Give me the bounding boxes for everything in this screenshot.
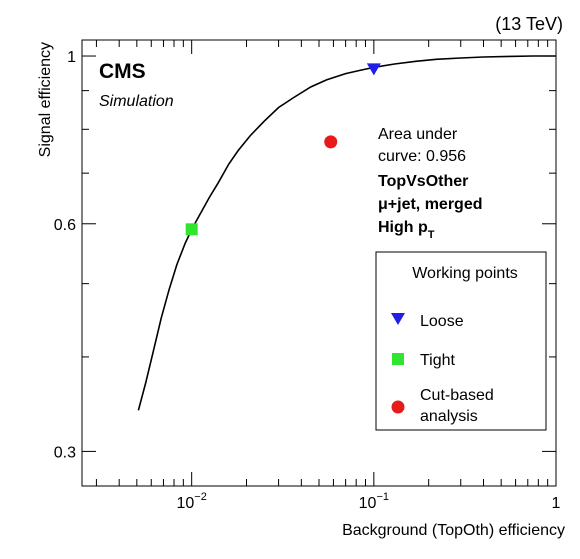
point-tight [185, 223, 198, 236]
legend-title: Working points [412, 265, 518, 282]
y-tick-label: 0.3 [54, 444, 76, 461]
legend: Working points Loose Tight Cut-based ana… [375, 251, 547, 431]
regime-label: High pT [378, 219, 435, 241]
x-tick-label: 10−2 [177, 491, 207, 512]
legend-box [375, 251, 547, 431]
x-tick-label: 1 [552, 495, 561, 512]
y-tick-labels: 0.3 0.6 1 [54, 49, 76, 461]
regime-subscript: T [428, 229, 435, 241]
working-points-layer [185, 63, 381, 236]
legend-label-cut-based-2: analysis [420, 408, 478, 425]
y-tick-label: 1 [67, 49, 76, 66]
x-tick-exponent: −1 [376, 491, 389, 503]
x-tick-label: 10−1 [359, 491, 389, 512]
cms-label: CMS [99, 60, 146, 83]
roc-curve-layer [137, 55, 556, 411]
regime-prefix: High p [378, 219, 428, 236]
energy-label: (13 TeV) [495, 14, 563, 34]
legend-marker-loose [391, 313, 405, 325]
x-tick-base: 1 [552, 495, 561, 512]
x-tick-base: 10 [359, 495, 377, 512]
legend-marker-tight [392, 353, 404, 365]
point-loose [366, 63, 381, 76]
x-tick-exponent: −2 [194, 491, 207, 503]
roc-curve [137, 55, 556, 411]
axis-ticks [82, 40, 557, 486]
auc-line-2: curve: 0.956 [378, 148, 466, 165]
auc-line-1: Area under [378, 126, 458, 143]
legend-label-cut-based-1: Cut-based [420, 387, 494, 404]
x-axis-title: Background (TopOth) efficiency [342, 522, 565, 539]
y-axis-title: Signal efficiency [37, 42, 54, 157]
y-tick-label: 0.6 [54, 217, 76, 234]
x-tick-base: 10 [177, 495, 195, 512]
legend-label-tight: Tight [420, 352, 456, 369]
legend-label-loose: Loose [420, 313, 464, 330]
tagger-label: TopVsOther [378, 173, 468, 190]
point-cut-based-analysis [324, 135, 338, 149]
x-tick-labels: 10−2 10−1 1 [177, 491, 561, 512]
simulation-label: Simulation [99, 93, 174, 110]
legend-marker-cut-based [391, 400, 405, 414]
channel-label: μ+jet, merged [378, 196, 483, 213]
